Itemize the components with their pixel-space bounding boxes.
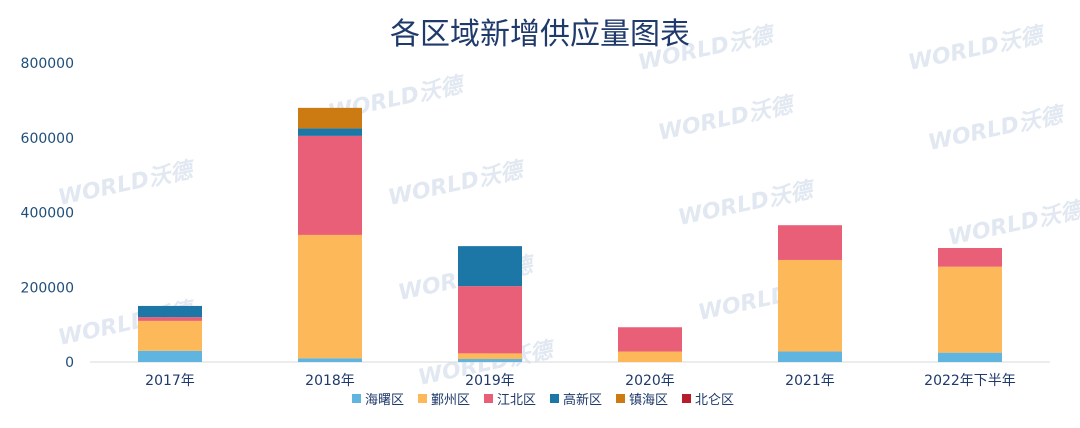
legend-swatch <box>418 394 427 403</box>
bar-segment-鄞州区 <box>938 266 1002 353</box>
y-tick-label: 600000 <box>21 131 74 147</box>
bar-segment-镇海区 <box>298 107 362 129</box>
y-tick-label: 200000 <box>21 280 74 296</box>
y-tick-label: 800000 <box>21 56 74 72</box>
x-axis: 2017年 2018年 2019年 2020年 2021年 2022年下半年 <box>90 361 1050 389</box>
watermark-1: WORLD沃德 <box>906 22 1048 76</box>
legend-swatch <box>616 394 625 403</box>
legend-label: 鄞州区 <box>431 393 470 408</box>
legend-label: 江北区 <box>497 393 536 408</box>
bar-segment-海曙区 <box>458 359 522 362</box>
bar-segment-江北区 <box>618 327 682 352</box>
x-tick-label: 2017年 <box>145 373 195 389</box>
watermark-3: WORLD沃德 <box>656 92 798 146</box>
legend-swatch <box>484 394 493 403</box>
bar-segment-江北区 <box>138 317 202 321</box>
y-tick-label: 0 <box>65 355 74 371</box>
bar-segment-鄞州区 <box>618 351 682 362</box>
bar-segment-海曙区 <box>778 351 842 362</box>
legend-swatch <box>352 394 361 403</box>
legend-label: 高新区 <box>563 392 602 408</box>
bar-segment-鄞州区 <box>138 320 202 351</box>
legend-label: 镇海区 <box>629 393 668 408</box>
x-tick-label: 2022年下半年 <box>924 373 1016 389</box>
x-tick-label: 2021年 <box>785 373 835 389</box>
y-axis: 0 200000 400000 600000 800000 <box>21 56 74 371</box>
bar-segment-鄞州区 <box>458 353 522 360</box>
legend-label: 北仑区 <box>695 393 734 408</box>
bar-segment-江北区 <box>298 135 362 235</box>
x-tick-label: 2018年 <box>305 373 355 389</box>
bar-segment-鄞州区 <box>778 259 842 352</box>
watermark-4: WORLD沃德 <box>926 102 1068 156</box>
chart-title: 各区域新增供应量图表 <box>390 17 690 52</box>
y-tick-label: 400000 <box>21 206 74 222</box>
legend-swatch <box>682 394 691 403</box>
bar-segment-鄞州区 <box>298 234 362 359</box>
bar-segment-江北区 <box>778 225 842 260</box>
watermark-6: WORLD沃德 <box>386 157 528 211</box>
bars <box>138 107 1002 362</box>
x-tick-label: 2019年 <box>465 373 515 389</box>
bar-segment-江北区 <box>938 248 1002 267</box>
watermark-8: WORLD沃德 <box>946 197 1080 251</box>
bar-segment-海曙区 <box>298 358 362 362</box>
legend: 海曙区 鄞州区 江北区 高新区 镇海区 北仑区 <box>352 392 734 408</box>
watermarks: WORLD沃德 WORLD沃德 WORLD沃德 WORLD沃德 WORLD沃德 WORLD… <box>56 22 1080 391</box>
bar-segment-高新区 <box>298 128 362 136</box>
watermark-7: WORLD沃德 <box>676 177 818 231</box>
legend-label: 海曙区 <box>365 393 404 408</box>
bar-segment-海曙区 <box>138 350 202 362</box>
bar-segment-海曙区 <box>938 352 1002 362</box>
x-tick-label: 2020年 <box>625 373 675 389</box>
watermark-5: WORLD沃德 <box>56 157 198 211</box>
bar-segment-高新区 <box>458 246 522 287</box>
bar-segment-江北区 <box>458 286 522 354</box>
bar-segment-高新区 <box>138 305 202 318</box>
legend-swatch <box>550 394 559 403</box>
